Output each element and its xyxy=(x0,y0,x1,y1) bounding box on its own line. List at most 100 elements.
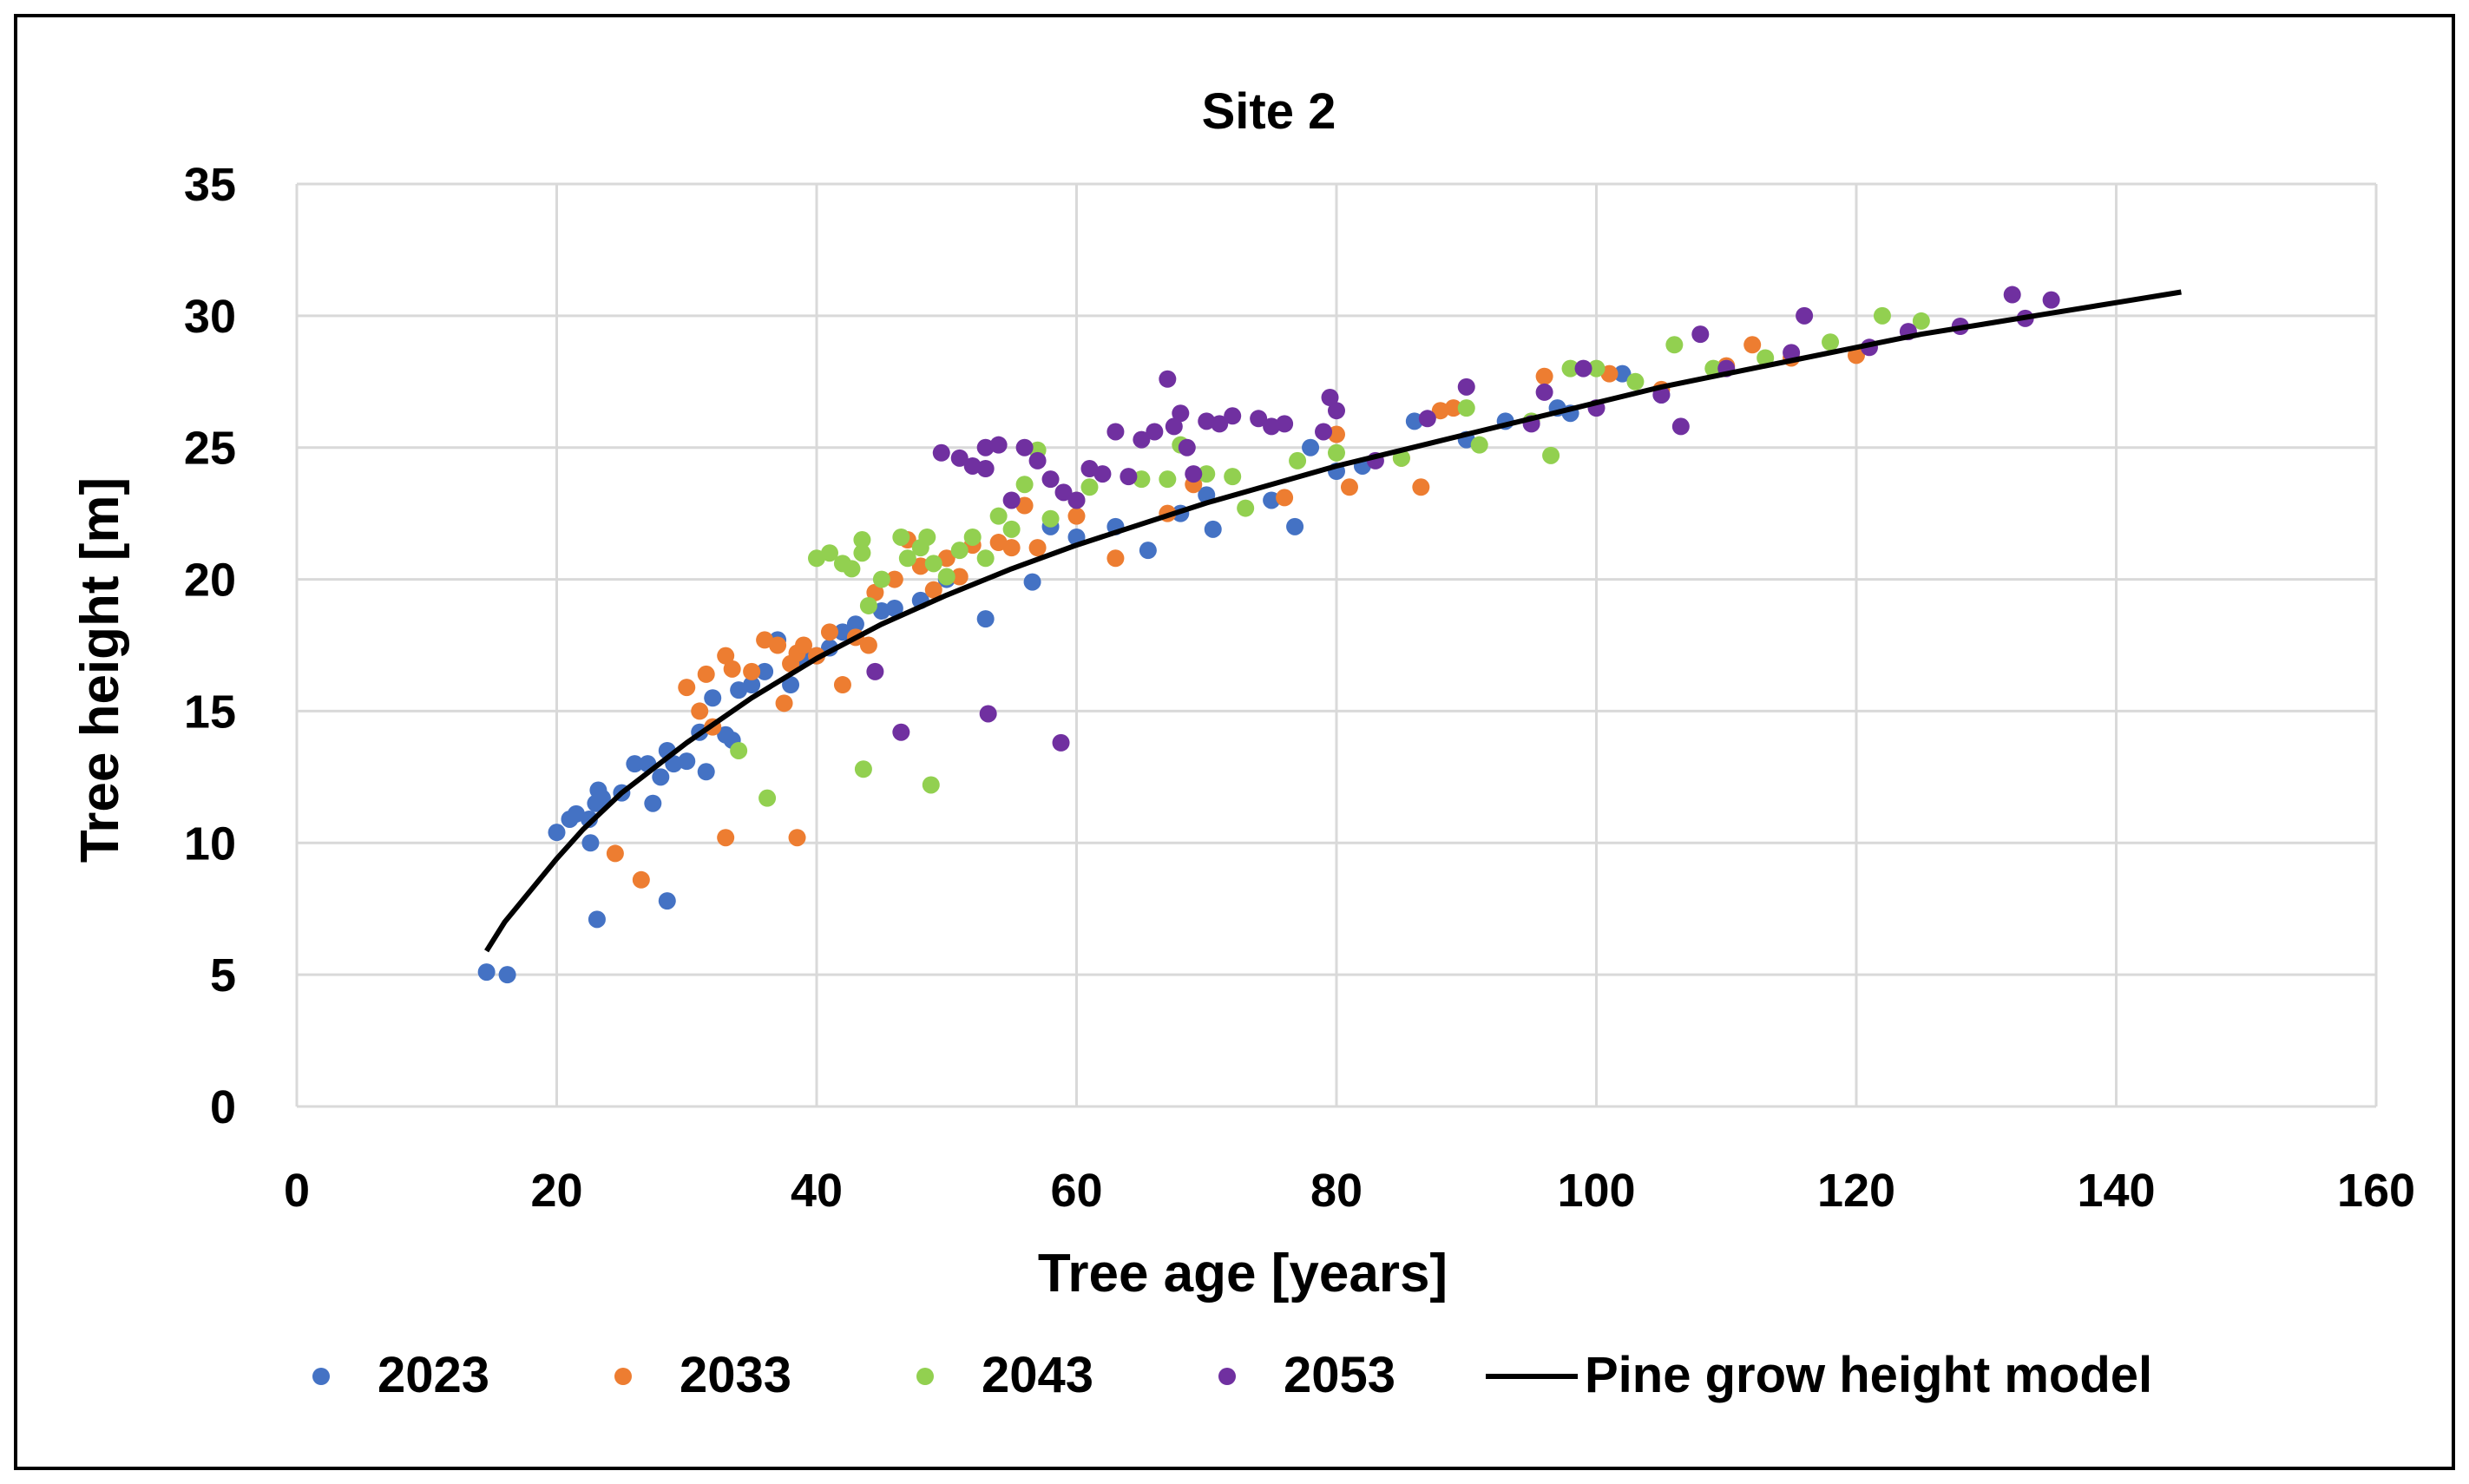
point-2053 xyxy=(2003,286,2021,304)
legend-marker-2023 xyxy=(312,1368,330,1385)
point-2023 xyxy=(704,689,722,707)
point-2043 xyxy=(1912,312,1930,330)
point-2043 xyxy=(1289,451,1307,469)
point-2033 xyxy=(820,623,838,641)
point-2053 xyxy=(1574,359,1592,378)
point-2053 xyxy=(1211,415,1229,433)
point-2043 xyxy=(1159,470,1177,489)
point-2023 xyxy=(567,804,585,823)
point-2053 xyxy=(963,456,982,475)
point-2033 xyxy=(1340,478,1358,496)
point-2023 xyxy=(756,662,774,680)
point-2053 xyxy=(1535,383,1553,401)
x-tick-label: 20 xyxy=(530,1165,582,1217)
point-2053 xyxy=(2042,291,2060,309)
point-2043 xyxy=(937,568,955,586)
point-2053 xyxy=(1028,451,1047,469)
point-2023 xyxy=(678,752,696,771)
legend-label-model: Pine grow height model xyxy=(1585,1347,2152,1403)
point-2053 xyxy=(932,443,950,462)
y-tick-label: 20 xyxy=(184,555,236,607)
point-2043 xyxy=(1015,476,1034,494)
point-2023 xyxy=(580,810,598,828)
x-tick-label: 140 xyxy=(2077,1165,2155,1217)
y-axis-ticks: 0 5 10 15 20 25 30 35 xyxy=(184,159,236,1133)
point-2023 xyxy=(548,824,566,842)
point-2043 xyxy=(989,507,1008,525)
y-tick-label: 30 xyxy=(184,291,236,343)
point-2023 xyxy=(1204,520,1222,538)
point-2053 xyxy=(1185,465,1203,483)
point-2053 xyxy=(1328,402,1345,420)
point-2053 xyxy=(1418,410,1436,428)
point-2033 xyxy=(697,665,715,683)
point-2043 xyxy=(892,528,910,546)
x-tick-label: 60 xyxy=(1050,1165,1102,1217)
point-2043 xyxy=(820,544,838,562)
point-2033 xyxy=(678,679,696,697)
point-2053 xyxy=(1671,417,1690,436)
point-2033 xyxy=(632,870,650,889)
point-2033 xyxy=(859,636,877,654)
point-2053 xyxy=(1457,378,1475,396)
point-2033 xyxy=(1276,489,1294,507)
point-2033 xyxy=(1028,539,1047,557)
point-2053 xyxy=(1691,325,1710,344)
point-2023 xyxy=(477,963,496,982)
x-tick-label: 80 xyxy=(1310,1165,1363,1217)
point-2023 xyxy=(626,755,644,773)
point-2033 xyxy=(1002,539,1021,557)
point-2023 xyxy=(1302,438,1320,456)
point-2053 xyxy=(1315,423,1333,441)
point-2053 xyxy=(1263,417,1281,436)
point-2053 xyxy=(1224,407,1242,425)
point-2023 xyxy=(581,834,600,852)
point-2053 xyxy=(989,436,1008,454)
point-2043 xyxy=(872,570,890,588)
point-2023 xyxy=(658,892,676,910)
point-2043 xyxy=(1224,468,1242,486)
point-2053 xyxy=(1250,410,1268,428)
point-2043 xyxy=(1328,443,1345,462)
point-2053 xyxy=(1041,470,1060,489)
legend-marker-2033 xyxy=(614,1368,632,1385)
x-tick-label: 40 xyxy=(791,1165,843,1217)
point-2053 xyxy=(979,705,997,723)
point-2043 xyxy=(1587,359,1606,378)
legend-marker-2053 xyxy=(1218,1368,1236,1385)
point-2043 xyxy=(1704,359,1723,378)
legend: 2023 2033 2043 2053 Pine grow height model xyxy=(312,1347,2152,1403)
point-2053 xyxy=(1159,370,1177,388)
point-2043 xyxy=(853,544,871,562)
point-2053 xyxy=(1165,417,1183,436)
point-2053 xyxy=(892,723,910,741)
legend-label: 2053 xyxy=(1284,1347,1395,1403)
point-2053 xyxy=(1067,491,1086,509)
point-2053 xyxy=(1783,344,1801,362)
point-2033 xyxy=(1535,367,1553,385)
point-2023 xyxy=(593,789,611,807)
x-tick-label: 160 xyxy=(2337,1165,2415,1217)
point-2033 xyxy=(1015,496,1034,515)
point-2043 xyxy=(854,760,872,778)
point-2023 xyxy=(697,763,715,781)
point-2043 xyxy=(1041,509,1060,528)
point-2023 xyxy=(743,676,761,694)
legend-label: 2023 xyxy=(378,1347,489,1403)
point-2033 xyxy=(989,534,1008,552)
point-2023 xyxy=(976,610,995,628)
legend-marker-2043 xyxy=(916,1368,934,1385)
point-2043 xyxy=(1626,372,1645,391)
point-2033 xyxy=(717,647,735,665)
point-2033 xyxy=(1106,549,1125,568)
x-axis-title: Tree age [years] xyxy=(1038,1244,1448,1303)
point-2033 xyxy=(1444,399,1462,417)
point-2053 xyxy=(1106,423,1125,441)
point-2043 xyxy=(898,549,916,568)
point-2023 xyxy=(498,966,516,984)
y-tick-label: 5 xyxy=(210,949,236,1001)
chart-frame xyxy=(14,14,2455,1470)
point-2043 xyxy=(1237,499,1255,517)
point-2023 xyxy=(782,676,800,694)
